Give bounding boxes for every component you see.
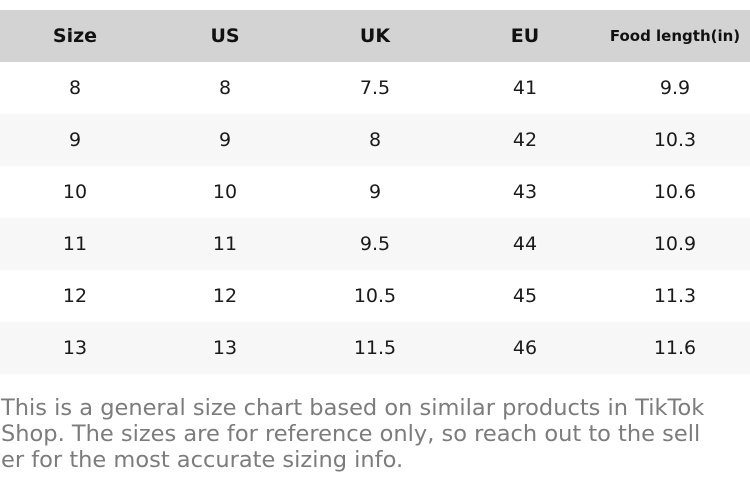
table-cell: 10.5 xyxy=(353,285,397,307)
header-row: Size US UK EU Food length(in) xyxy=(0,10,750,62)
table-cell: 42 xyxy=(512,129,538,151)
disclaimer-line: This is a general size chart based on si… xyxy=(1,395,705,421)
table-cell: 11.5 xyxy=(353,337,397,359)
table-cell: 11.6 xyxy=(653,337,697,359)
size-chart-table-header: Size US UK EU Food length(in) xyxy=(0,10,750,62)
table-cell: 45 xyxy=(512,285,538,307)
table-cell: 10.6 xyxy=(653,181,697,203)
table-row: 8 8 7.5 41 9.9 xyxy=(0,62,750,114)
size-chart-table-body: 8 8 7.5 41 9.9 9 9 8 42 10.3 10 10 9 43 10.6 11 11 9.5 44 1… xyxy=(0,62,750,374)
table-cell: 9.9 xyxy=(659,77,691,99)
table-cell: 44 xyxy=(512,233,538,255)
table-cell: 9 xyxy=(368,181,382,203)
table-cell: 12 xyxy=(62,285,88,307)
column-header-us: US xyxy=(210,25,240,47)
table-cell: 9 xyxy=(68,129,82,151)
column-header-food-length-in: Food length(in) xyxy=(609,27,741,45)
table-cell: 43 xyxy=(512,181,538,203)
table-cell: 10.9 xyxy=(653,233,697,255)
table-row: 10 10 9 43 10.6 xyxy=(0,166,750,218)
table-cell: 8 xyxy=(218,77,232,99)
table-row: 11 11 9.5 44 10.9 xyxy=(0,218,750,270)
table-cell: 9 xyxy=(218,129,232,151)
table-row: 13 13 11.5 46 11.6 xyxy=(0,322,750,374)
table-cell: 46 xyxy=(512,337,538,359)
table-cell: 10 xyxy=(212,181,238,203)
table-cell: 10 xyxy=(62,181,88,203)
table-cell: 11 xyxy=(212,233,238,255)
table-cell: 8 xyxy=(68,77,82,99)
table-cell: 41 xyxy=(512,77,538,99)
size-chart-table: Size US UK EU Food length(in) 8 8 7.5 41 9.9 9 9 8 4… xyxy=(0,10,750,374)
table-cell: 11 xyxy=(62,233,88,255)
column-header-eu: EU xyxy=(510,25,540,47)
table-cell: 11.3 xyxy=(653,285,697,307)
size-chart-disclaimer: This is a general size chart based on si… xyxy=(1,395,750,473)
table-cell: 7.5 xyxy=(359,77,391,99)
table-cell: 13 xyxy=(62,337,88,359)
disclaimer-line: Shop. The sizes are for reference only, … xyxy=(1,421,701,447)
disclaimer-line: er for the most accurate sizing info. xyxy=(1,447,404,473)
table-cell: 13 xyxy=(212,337,238,359)
size-chart-page: Size US UK EU Food length(in) 8 8 7.5 41 9.9 9 9 8 4… xyxy=(0,10,750,494)
table-cell: 9.5 xyxy=(359,233,391,255)
table-row: 12 12 10.5 45 11.3 xyxy=(0,270,750,322)
table-cell: 8 xyxy=(368,129,382,151)
column-header-uk: UK xyxy=(359,25,391,47)
column-header-size: Size xyxy=(52,25,98,47)
table-row: 9 9 8 42 10.3 xyxy=(0,114,750,166)
table-cell: 10.3 xyxy=(653,129,697,151)
table-cell: 12 xyxy=(212,285,238,307)
